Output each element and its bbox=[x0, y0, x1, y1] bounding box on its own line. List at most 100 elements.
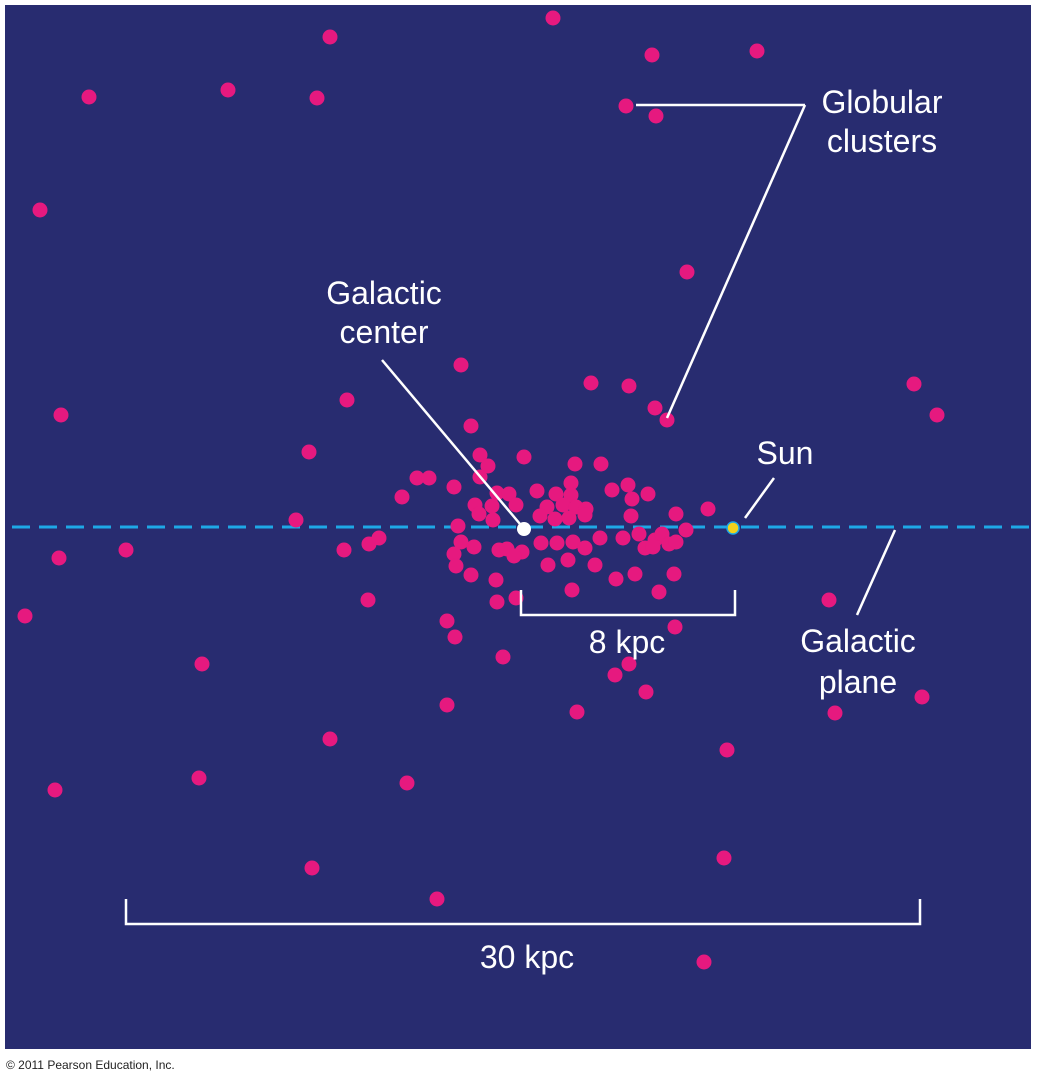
globular-cluster-dot bbox=[615, 530, 631, 546]
center-label-line1: Galactic bbox=[326, 275, 442, 311]
globular-cluster-dot bbox=[53, 407, 69, 423]
globular-cluster-dot bbox=[488, 572, 504, 588]
globular-cluster-dot bbox=[638, 684, 654, 700]
globular-cluster-dot bbox=[32, 202, 48, 218]
globular-cluster-dot bbox=[399, 775, 415, 791]
globular-cluster-dot bbox=[51, 550, 67, 566]
globular-cluster-dot bbox=[666, 566, 682, 582]
globular-cluster-dot bbox=[508, 497, 524, 513]
globular-cluster-dot bbox=[371, 530, 387, 546]
globular-cluster-dot bbox=[620, 477, 636, 493]
scale-bracket-30kpc bbox=[124, 899, 922, 926]
globular-cluster-dot bbox=[679, 264, 695, 280]
globular-cluster-dot bbox=[485, 512, 501, 528]
sun-label: Sun bbox=[757, 435, 814, 471]
globular-label-line1: Globular bbox=[822, 84, 943, 120]
center-label-line2: center bbox=[340, 314, 429, 350]
globular-cluster-dot bbox=[645, 539, 661, 555]
globular-cluster-dot bbox=[548, 486, 564, 502]
globular-cluster-dot bbox=[17, 608, 33, 624]
globular-cluster-dot bbox=[463, 567, 479, 583]
globular-cluster-dot bbox=[560, 552, 576, 568]
globular-cluster-dot bbox=[446, 546, 462, 562]
globular-cluster-dot bbox=[678, 522, 694, 538]
globular-cluster-dot bbox=[592, 530, 608, 546]
globular-cluster-dot bbox=[453, 357, 469, 373]
globular-cluster-dot bbox=[194, 656, 210, 672]
globular-cluster-dot bbox=[447, 629, 463, 645]
globular-cluster-dot bbox=[821, 592, 837, 608]
globular-cluster-dot bbox=[587, 557, 603, 573]
globular-cluster-dot bbox=[304, 860, 320, 876]
globular-cluster-dot bbox=[749, 43, 765, 59]
globular-cluster-dot bbox=[529, 483, 545, 499]
globular-cluster-dot bbox=[453, 534, 469, 550]
copyright-credit: © 2011 Pearson Education, Inc. bbox=[6, 1058, 175, 1072]
sun-leader bbox=[743, 477, 776, 519]
globular-cluster-dot bbox=[577, 540, 593, 556]
globular-cluster-dot bbox=[421, 470, 437, 486]
globular-cluster-dot bbox=[577, 507, 593, 523]
globular-cluster-dot bbox=[220, 82, 236, 98]
globular-cluster-dot bbox=[549, 535, 565, 551]
globular-cluster-dot bbox=[569, 704, 585, 720]
globular-cluster-dot bbox=[339, 392, 355, 408]
globular-cluster-dot bbox=[696, 954, 712, 970]
globular-cluster-dot bbox=[516, 449, 532, 465]
globular-cluster-dot bbox=[565, 534, 581, 550]
globular-cluster-dot bbox=[466, 539, 482, 555]
sun-marker bbox=[726, 521, 740, 535]
globular-cluster-dot bbox=[545, 10, 561, 26]
scale-label-30kpc: 30 kpc bbox=[480, 939, 574, 975]
globular-cluster-dot bbox=[394, 489, 410, 505]
globular-cluster-dot bbox=[648, 108, 664, 124]
globular-cluster-dot bbox=[719, 742, 735, 758]
globular-cluster-dot bbox=[322, 29, 338, 45]
globular-cluster-dot bbox=[480, 458, 496, 474]
globular-cluster-dot bbox=[583, 375, 599, 391]
globular-cluster-dot bbox=[463, 418, 479, 434]
scale-bracket-8kpc bbox=[519, 590, 737, 617]
globular-cluster-dot bbox=[309, 90, 325, 106]
globular-cluster-dot bbox=[118, 542, 134, 558]
globular-cluster-dot bbox=[607, 667, 623, 683]
globular-cluster-dot bbox=[563, 475, 579, 491]
leader-lines bbox=[124, 103, 922, 926]
globular-cluster-dot bbox=[322, 731, 338, 747]
scale-label-8kpc: 8 kpc bbox=[589, 624, 665, 660]
globular-cluster-dot bbox=[555, 497, 571, 513]
globular-cluster-dot bbox=[621, 378, 637, 394]
globular-cluster-dot bbox=[608, 571, 624, 587]
globular-cluster-dot bbox=[564, 582, 580, 598]
globular-cluster-dot bbox=[604, 482, 620, 498]
globular-cluster-dot bbox=[667, 619, 683, 635]
globular-cluster-dot bbox=[472, 447, 488, 463]
globular-cluster-dot bbox=[640, 486, 656, 502]
globular-cluster-dot bbox=[191, 770, 207, 786]
globular-cluster-dot bbox=[439, 697, 455, 713]
center-leader bbox=[381, 359, 521, 525]
globular-cluster-dot bbox=[651, 584, 667, 600]
globular-cluster-dot bbox=[336, 542, 352, 558]
globular-cluster-dot bbox=[631, 526, 647, 542]
globular-cluster-dot bbox=[489, 594, 505, 610]
globular-cluster-dot bbox=[621, 656, 637, 672]
globular-cluster-dot bbox=[659, 412, 675, 428]
galactic-center-marker bbox=[517, 522, 531, 536]
globular-cluster-dot bbox=[906, 376, 922, 392]
globular-cluster-dot bbox=[409, 470, 425, 486]
globular-cluster-dot bbox=[495, 649, 511, 665]
globular-cluster-dot bbox=[914, 689, 930, 705]
globular-cluster-dot bbox=[429, 891, 445, 907]
globular-cluster-dot bbox=[700, 501, 716, 517]
globular-cluster-dot bbox=[647, 400, 663, 416]
globular-cluster-dot bbox=[506, 548, 522, 564]
globular-cluster-dot bbox=[288, 512, 304, 528]
globular-cluster-dot bbox=[489, 485, 505, 501]
globular-leader-bottom bbox=[665, 104, 807, 419]
globular-cluster-dot bbox=[668, 534, 684, 550]
plane-label-line2: plane bbox=[819, 664, 897, 700]
globular-cluster-dot bbox=[439, 613, 455, 629]
plane-leader bbox=[855, 529, 897, 616]
